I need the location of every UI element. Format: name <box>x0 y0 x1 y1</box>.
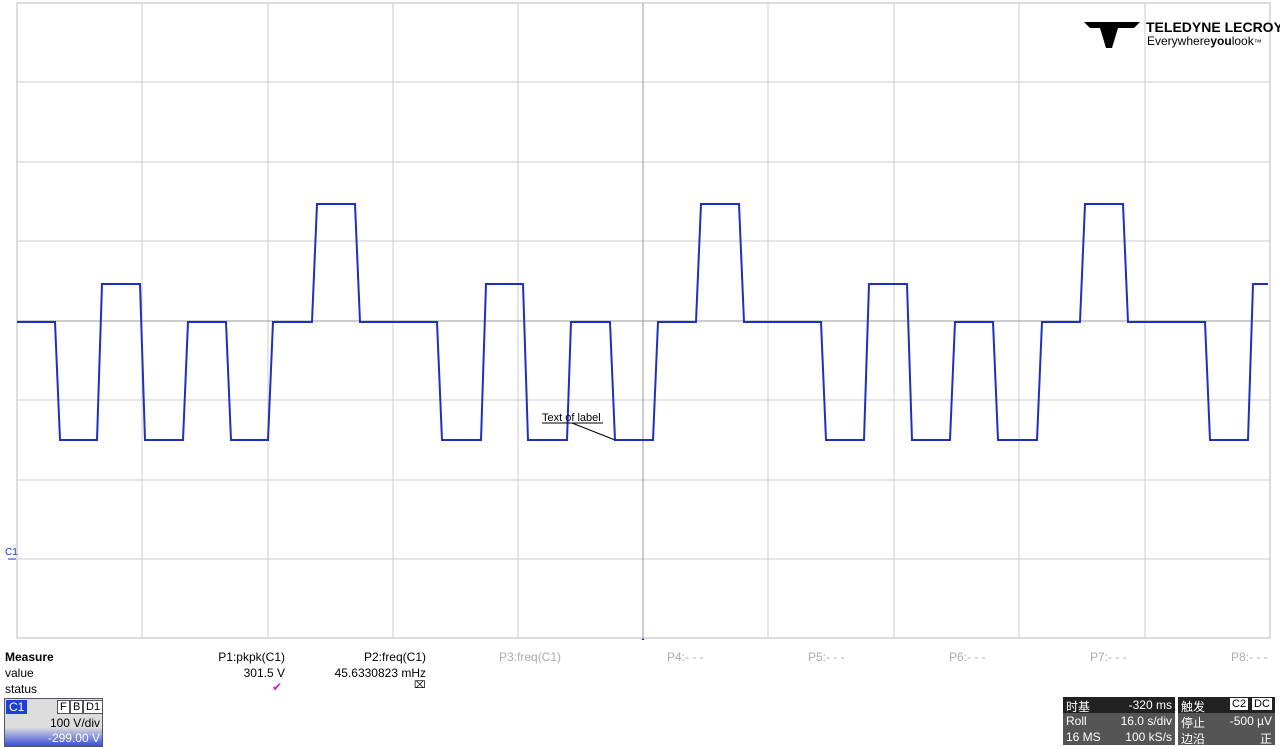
timebase-box[interactable]: 时基 -320 ms Roll 16.0 s/div 16 MS 100 kS/… <box>1063 697 1175 745</box>
channel-flag: B <box>70 700 84 714</box>
trigger-state: 停止 <box>1181 716 1206 730</box>
status-icon: ⌧ <box>414 680 426 691</box>
logo: TELEDYNE LECROY Everywhereyoulook™ <box>1084 19 1280 48</box>
measure-header: P1:pkpk(C1) <box>218 650 285 664</box>
timebase-samples: 16 MS <box>1066 730 1101 744</box>
waveform <box>17 203 1268 441</box>
timebase-per-div: 16.0 s/div <box>1120 714 1172 728</box>
channel-name: C1 <box>6 700 28 714</box>
measure-title: Measure <box>5 650 54 664</box>
measure-value: 45.6330823 mHz <box>334 666 426 680</box>
channel-flag: D1 <box>83 700 104 714</box>
trigger-level: -500 µV <box>1229 714 1272 728</box>
timebase-mode: Roll <box>1066 714 1087 728</box>
measure-header: P8:- - - <box>1231 650 1268 664</box>
trigger-marker <box>641 638 645 640</box>
graticule: Text of label C1 TELEDYNE LECROY Everywh… <box>5 2 1280 640</box>
trigger-source: C2 <box>1230 698 1249 710</box>
measure-header: P6:- - - <box>949 650 986 664</box>
measure-header: P4:- - - <box>667 650 704 664</box>
channel-marker: C1 <box>5 547 18 558</box>
timebase-delay: -320 ms <box>1128 698 1172 712</box>
channel-offset: -299.00 V <box>47 731 100 745</box>
measure-header: P7:- - - <box>1090 650 1127 664</box>
measure-row-label: value <box>5 666 34 680</box>
logo-tagline: Everywhereyoulook™ <box>1147 34 1262 48</box>
channel-scale: 100 V/div <box>49 716 100 730</box>
timebase-title: 时基 <box>1066 700 1091 714</box>
channel-flag: F <box>57 700 70 714</box>
measure-header: P3:freq(C1) <box>499 650 562 664</box>
measure-value: 301.5 V <box>243 666 285 680</box>
logo-brand: TELEDYNE LECROY <box>1146 19 1280 35</box>
status-check: ✔ <box>272 680 283 694</box>
trigger-coupling: DC <box>1252 698 1272 710</box>
trigger-box[interactable]: 触发 C2 DC 停止 -500 µV 边沿 正 <box>1178 697 1275 746</box>
measure-row-label: status <box>5 682 38 696</box>
timebase-rate: 100 kS/s <box>1125 730 1172 744</box>
trigger-type: 边沿 <box>1181 732 1206 746</box>
trigger-slope: 正 <box>1259 732 1272 746</box>
annotation: Text of label <box>542 412 601 424</box>
measure-header: P5:- - - <box>808 650 845 664</box>
label-leader <box>571 422 616 441</box>
measure-header: P2:freq(C1) <box>363 650 426 664</box>
trigger-title: 触发 <box>1181 700 1206 714</box>
channel-box[interactable]: C1 F B D1 100 V/div -299.00 V <box>4 698 104 747</box>
